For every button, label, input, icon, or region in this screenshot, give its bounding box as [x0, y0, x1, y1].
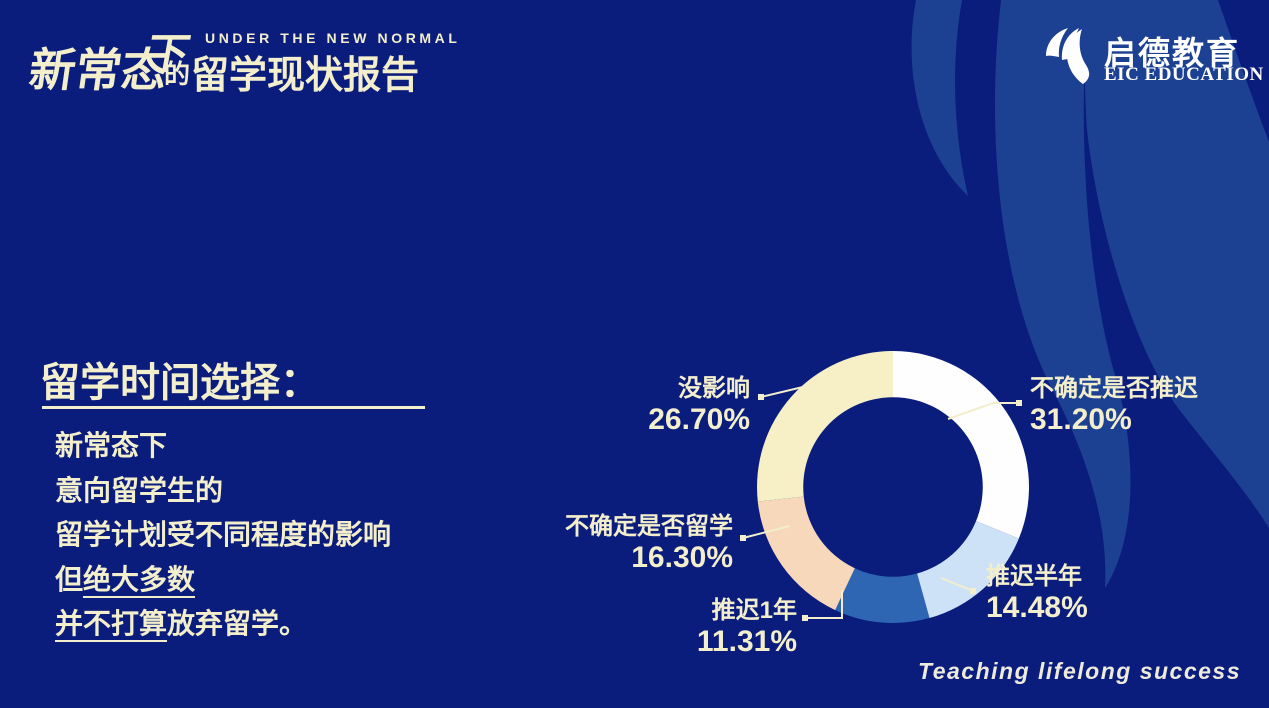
paragraph-line: 留学计划受不同程度的影响	[55, 513, 391, 558]
title-underline	[42, 406, 425, 409]
segment-name: 没影响	[678, 375, 750, 402]
segment-value: 11.31%	[696, 625, 797, 658]
donut-segment	[893, 351, 1029, 539]
summary-paragraph: 新常态下 意向留学生的 留学计划受不同程度的影响 但绝大多数 并不打算放弃留学。	[55, 424, 391, 647]
segment-value: 14.48%	[986, 591, 1088, 624]
report-tagline-en: UNDER THE NEW NORMAL	[205, 30, 461, 46]
segment-name: 不确定是否留学	[565, 513, 733, 540]
paragraph-line: 意向留学生的	[55, 469, 391, 514]
segment-label-postpone-half-year: 推迟半年 14.48%	[986, 562, 1088, 624]
paragraph-line: 但绝大多数	[55, 558, 391, 603]
segment-name: 推迟1年	[711, 597, 797, 624]
line-text: 意向留学生的	[55, 474, 224, 506]
line-text: 新常态下	[55, 430, 168, 461]
eic-name-cn: 启德教育	[1104, 35, 1241, 71]
segment-label-no-impact: 没影响 26.70%	[648, 374, 750, 436]
donut-segment	[757, 351, 893, 502]
donut-segment	[835, 568, 930, 623]
segment-label-postpone-1-year: 推迟1年 11.31%	[697, 596, 797, 658]
report-brand-block: UNDER THE NEW NORMAL 新常态 下 的 留学现状报告	[26, 18, 470, 108]
segment-label-unsure-postpone: 不确定是否推迟 31.20%	[1030, 374, 1198, 436]
line-underlined-text: 绝大多数	[83, 563, 196, 598]
line-text: 但	[55, 563, 84, 595]
segment-name: 不确定是否推迟	[1030, 375, 1198, 402]
report-subtitle: 留学现状报告	[191, 55, 420, 97]
line-underlined-text: 并不打算	[55, 608, 168, 642]
page-title: 留学时间选择：	[40, 361, 320, 405]
donut-chart-svg	[757, 351, 1029, 623]
paragraph-line: 并不打算放弃留学。	[55, 602, 391, 647]
donut-segment	[917, 521, 1019, 619]
brand-slogan: Teaching lifelong success	[918, 658, 1241, 684]
eic-brand-block: 启德教育 EIC EDUCATION	[1036, 26, 1263, 86]
line-text: 留学计划受不同程度的影响	[55, 519, 392, 550]
segment-value: 16.30%	[631, 541, 733, 574]
eic-drop-logo-icon	[1046, 28, 1090, 84]
segment-label-unsure-abroad: 不确定是否留学 16.30%	[565, 512, 733, 574]
segment-value: 26.70%	[648, 403, 750, 436]
line-text: 放弃留学。	[167, 608, 308, 639]
eic-name-en: EIC EDUCATION	[1104, 64, 1264, 85]
segment-name: 推迟半年	[986, 563, 1082, 590]
segment-value: 31.20%	[1030, 403, 1132, 436]
paragraph-line: 新常态下	[55, 424, 391, 469]
donut-segment	[757, 496, 855, 611]
report-subtitle-prefix: 的	[164, 59, 191, 89]
